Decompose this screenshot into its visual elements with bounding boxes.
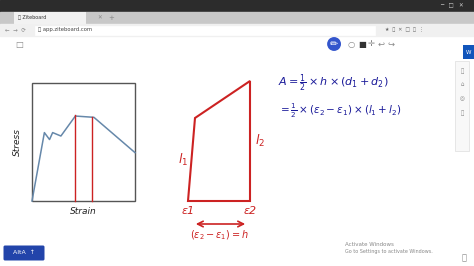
- Text: $\mathit{l}_2$: $\mathit{l}_2$: [255, 133, 265, 149]
- Text: ─   □   ✕: ─ □ ✕: [440, 3, 464, 9]
- Text: $(\varepsilon_2 - \varepsilon_1) = h$: $(\varepsilon_2 - \varepsilon_1) = h$: [190, 228, 248, 242]
- Text: 🔍: 🔍: [460, 68, 464, 74]
- Text: $= \frac{1}{2} \times (\varepsilon_2 - \varepsilon_1) \times (\mathit{l}_1 + \ma: $= \frac{1}{2} \times (\varepsilon_2 - \…: [278, 102, 401, 120]
- Text: ε2: ε2: [244, 206, 256, 216]
- Text: ✏: ✏: [330, 39, 338, 49]
- Text: 📋 Ziteboard: 📋 Ziteboard: [18, 15, 46, 20]
- Text: ←  →  ⟳: ← → ⟳: [5, 27, 26, 32]
- Text: $A = \frac{1}{2} \times h \times (\mathit{d}_1 + \mathit{d}_2)$: $A = \frac{1}{2} \times h \times (\mathi…: [278, 72, 389, 94]
- Bar: [32, 83, 135, 201]
- Text: AltA  ↑: AltA ↑: [13, 251, 35, 256]
- Text: Go to Settings to activate Windows.: Go to Settings to activate Windows.: [345, 248, 433, 253]
- Text: ✕: ✕: [97, 15, 101, 20]
- Text: ⌂: ⌂: [460, 82, 464, 88]
- Text: 🔒: 🔒: [462, 253, 466, 263]
- Text: 🔎: 🔎: [460, 110, 464, 116]
- Text: ■: ■: [358, 39, 366, 48]
- Bar: [14, 12, 86, 24]
- Text: 🔒 app.ziteboard.com: 🔒 app.ziteboard.com: [38, 27, 92, 32]
- Text: Stress: Stress: [12, 128, 21, 156]
- Text: ★  🔴  ✕  □  🔴  ⋮: ★ 🔴 ✕ □ 🔴 ⋮: [385, 27, 424, 32]
- Text: ↩: ↩: [378, 39, 385, 48]
- Text: ◎: ◎: [460, 97, 465, 102]
- Text: ○: ○: [348, 39, 355, 48]
- Bar: [0, 24, 474, 36]
- Text: ✛: ✛: [368, 39, 375, 48]
- Bar: [0, 0, 474, 12]
- Text: Strain: Strain: [70, 207, 97, 216]
- Text: □: □: [15, 39, 23, 48]
- Text: Activate Windows: Activate Windows: [345, 242, 394, 247]
- FancyBboxPatch shape: [3, 246, 45, 260]
- Text: ↪: ↪: [388, 39, 395, 48]
- Text: $\mathit{l}_1$: $\mathit{l}_1$: [178, 151, 188, 168]
- Text: +: +: [108, 15, 114, 21]
- Text: W: W: [466, 49, 471, 55]
- Text: ε1: ε1: [182, 206, 194, 216]
- Bar: [0, 36, 474, 266]
- Bar: [455, 61, 469, 151]
- Bar: [0, 12, 474, 24]
- Bar: [35, 26, 375, 35]
- Bar: [463, 45, 474, 59]
